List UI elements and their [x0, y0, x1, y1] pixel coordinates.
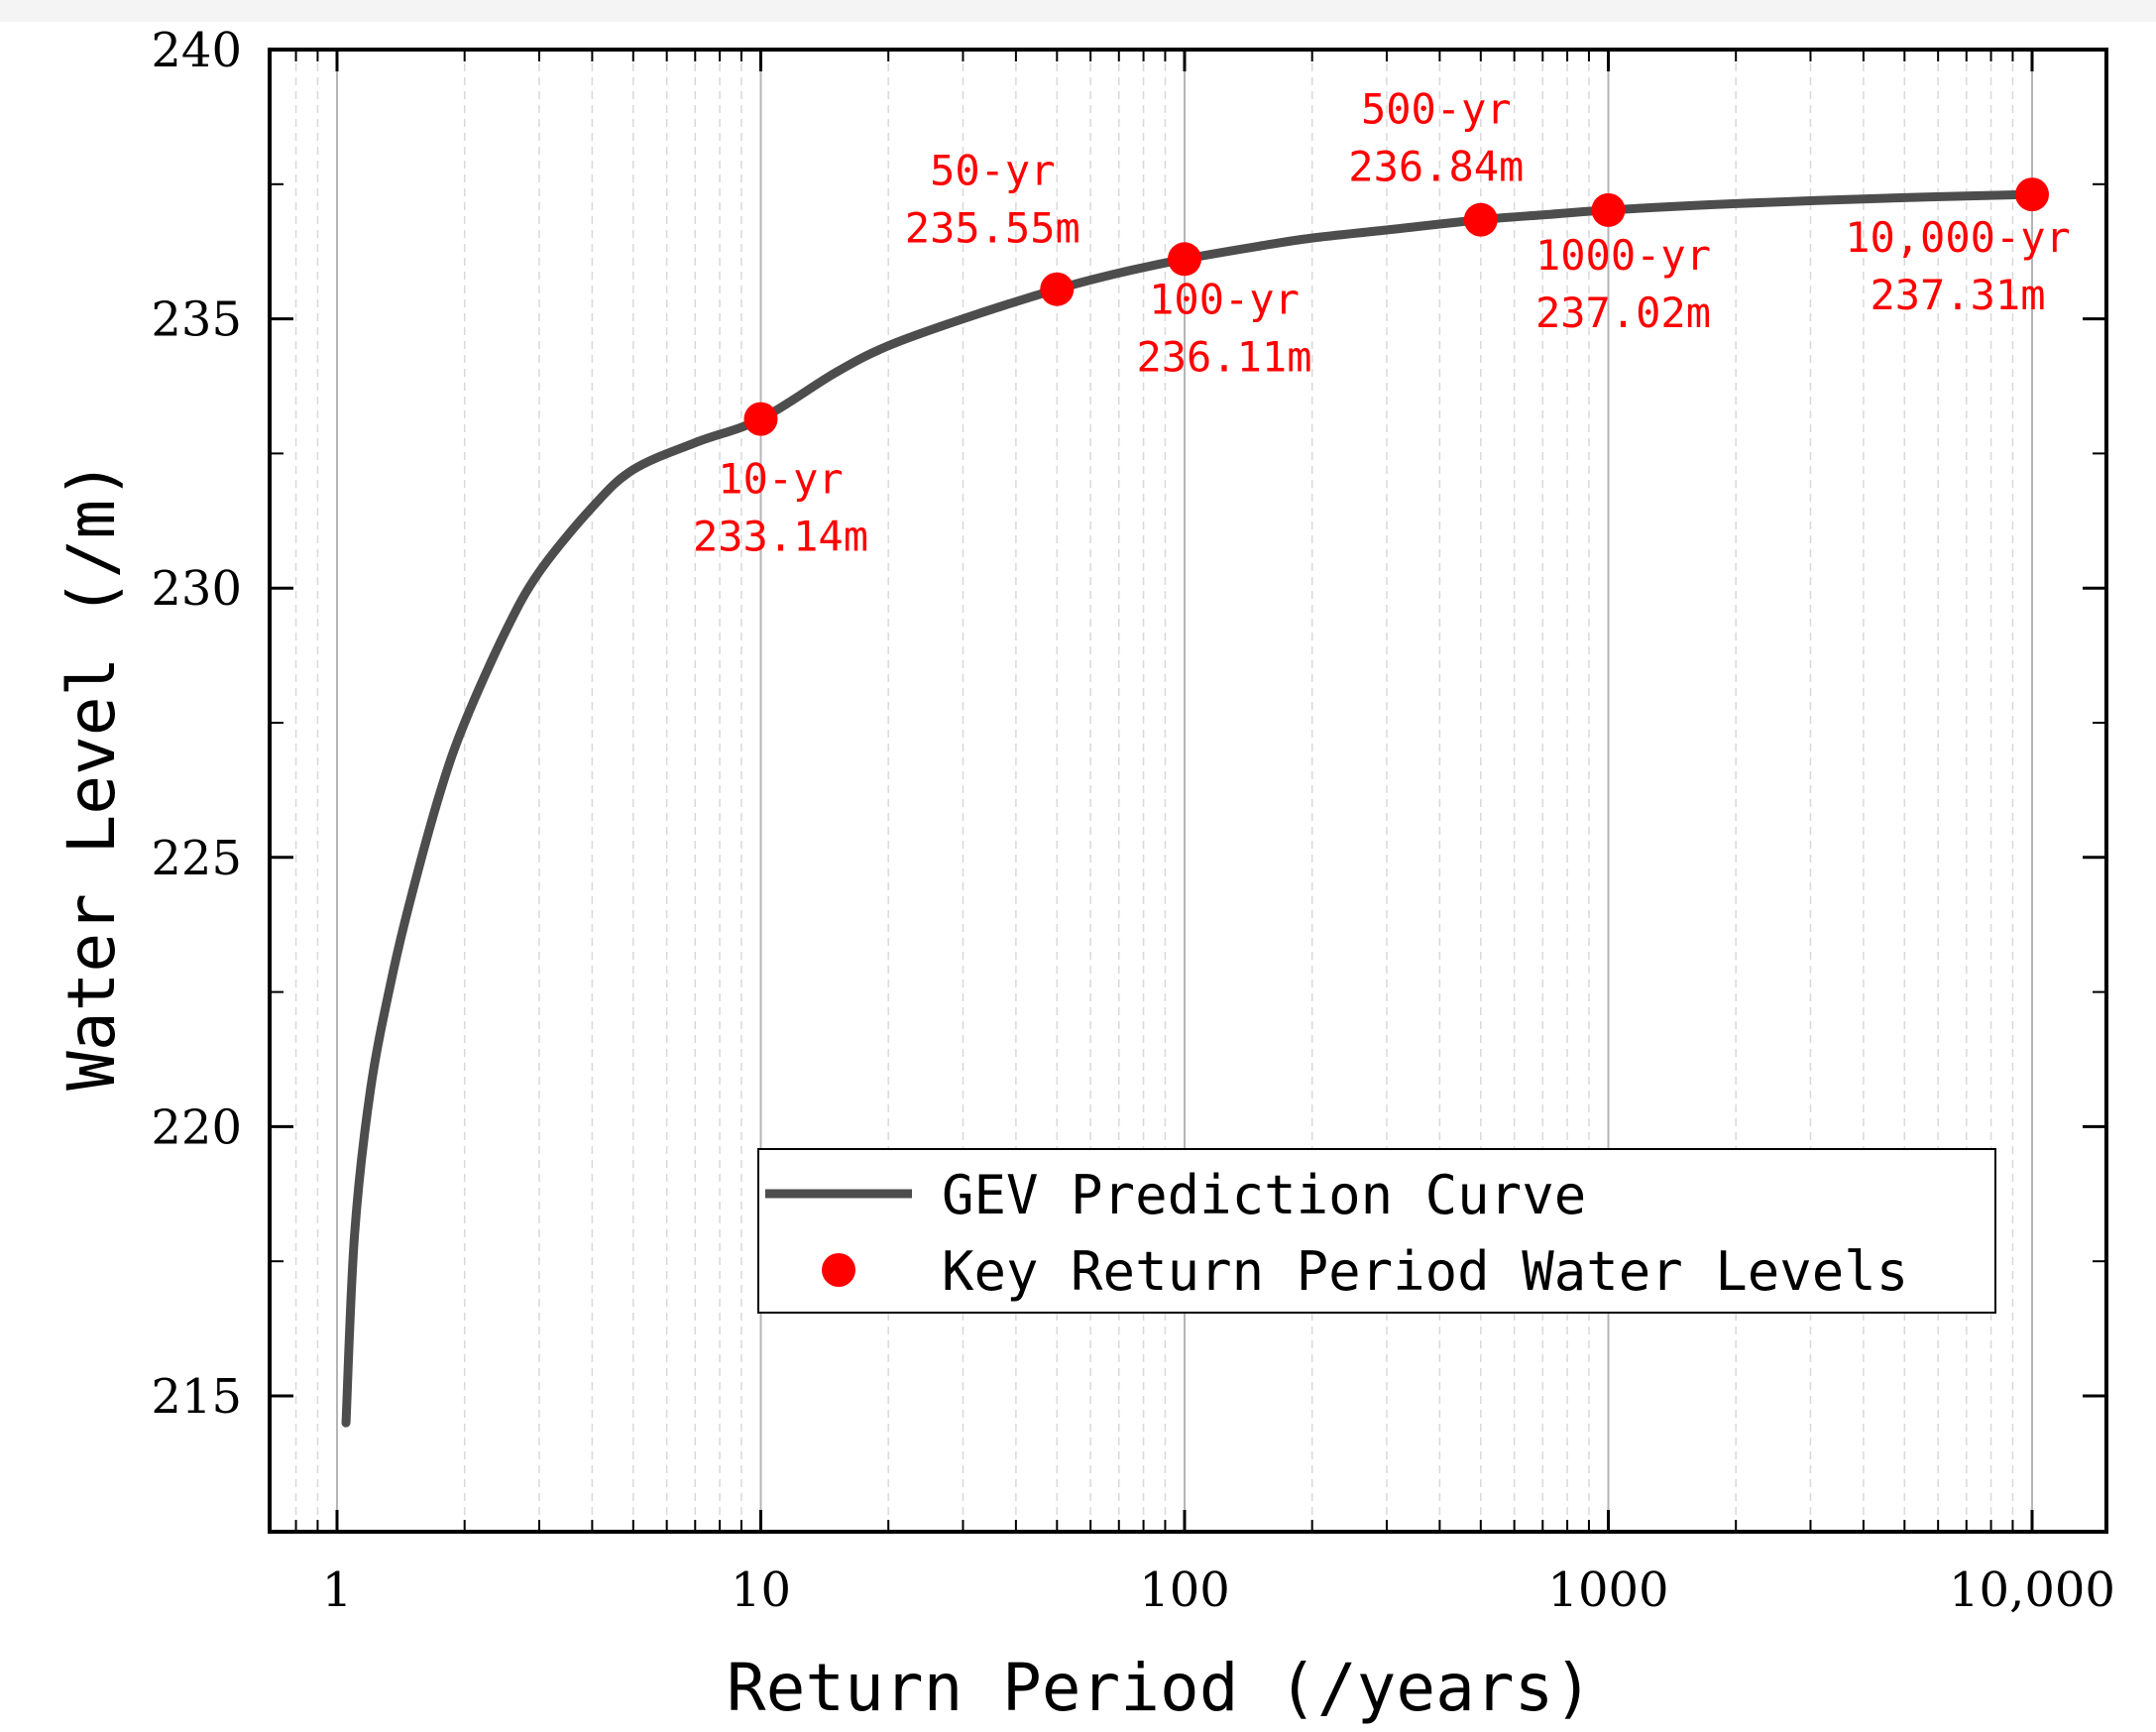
annotation-level: 236.84m	[1348, 143, 1524, 191]
gev-curve	[341, 189, 2037, 1428]
annotation-level: 236.11m	[1136, 332, 1311, 381]
annotation-level: 237.02m	[1535, 289, 1711, 337]
annotation-level: 235.55m	[905, 204, 1080, 253]
key-point	[743, 402, 778, 436]
plot-frame	[268, 48, 2108, 1534]
x-axis-title: Return Period (/years)	[727, 1650, 1593, 1726]
x-tick-label: 1	[322, 1562, 353, 1618]
key-point	[2015, 177, 2049, 212]
axes: 1 10 100 1000 10,000 215 220 225 230 235 240	[151, 23, 2115, 1618]
annotation-period: 10-yr	[718, 455, 843, 504]
legend-marker-swatch	[822, 1253, 855, 1287]
annotation-period: 500-yr	[1361, 85, 1512, 134]
legend-box	[757, 1148, 1996, 1314]
key-point	[1591, 192, 1626, 227]
annotation-period: 1000-yr	[1535, 231, 1711, 280]
annotation-period: 10,000-yr	[1845, 213, 2071, 262]
y-tick-label: 230	[151, 561, 242, 617]
annotation-level: 233.14m	[693, 513, 868, 561]
annotation-level: 237.31m	[1870, 271, 2045, 319]
y-tick-label: 220	[151, 1099, 242, 1155]
annotations-layer: 10-yr 233.14m 50-yr 235.55m 100-yr 236.11m 500…	[693, 85, 2071, 561]
key-point	[1463, 202, 1498, 237]
y-tick-label: 215	[151, 1369, 242, 1425]
legend: GEV Prediction Curve Key Return Period W…	[757, 1148, 1996, 1314]
annotation-period: 50-yr	[930, 147, 1055, 195]
y-tick-label: 225	[151, 831, 242, 886]
y-tick-label: 235	[151, 292, 242, 348]
key-point	[1040, 272, 1075, 306]
x-tick-label: 10	[731, 1562, 791, 1618]
x-tick-label: 100	[1139, 1562, 1230, 1618]
annotation-period: 100-yr	[1149, 275, 1300, 323]
y-axis-title: Water Level (/m)	[54, 460, 130, 1091]
grid	[294, 50, 2033, 1532]
y-tick-label: 240	[151, 23, 242, 78]
legend-label-curve: GEV Prediction Curve	[942, 1164, 1586, 1226]
x-tick-label: 10,000	[1949, 1562, 2115, 1618]
series-layer	[341, 177, 2049, 1428]
legend-label-points: Key Return Period Water Levels	[942, 1240, 1908, 1303]
key-point	[1168, 242, 1201, 277]
x-tick-label: 1000	[1547, 1562, 1668, 1618]
top-strip	[0, 0, 2156, 22]
